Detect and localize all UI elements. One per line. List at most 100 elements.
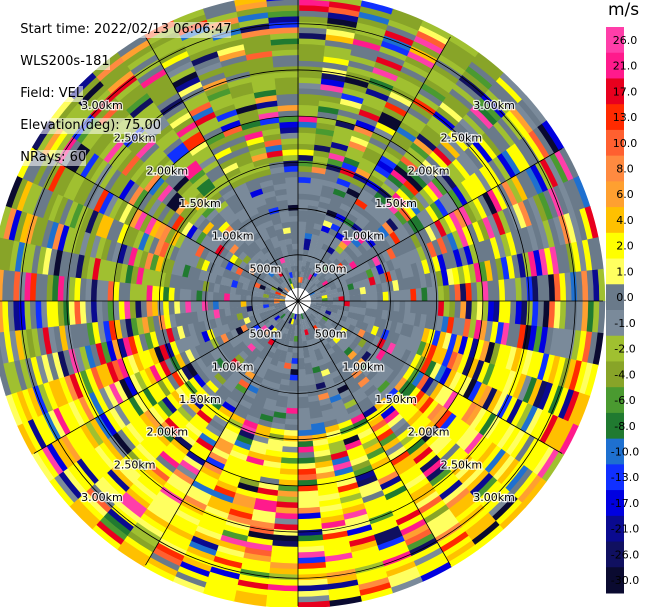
range-gate — [266, 0, 285, 2]
range-gate — [375, 263, 385, 276]
range-gate — [432, 110, 457, 132]
range-gate — [321, 294, 328, 299]
range-gate — [90, 278, 98, 301]
range-gate — [247, 530, 274, 541]
range-gate — [243, 546, 272, 557]
range-gate — [345, 403, 361, 415]
range-gate — [492, 80, 519, 108]
range-gate — [62, 467, 87, 496]
range-gate — [229, 218, 242, 230]
range-gate — [324, 214, 336, 224]
range-gate — [156, 204, 172, 223]
range-gate — [282, 149, 299, 156]
range-gate — [297, 473, 317, 481]
range-gate — [58, 250, 69, 277]
range-gate — [308, 405, 322, 414]
range-gate — [64, 431, 86, 459]
range-gate — [268, 21, 300, 29]
range-gate — [500, 426, 521, 454]
range-gate — [307, 308, 314, 314]
range-gate — [332, 374, 344, 385]
range-gate — [315, 322, 322, 330]
range-gate — [276, 251, 284, 259]
range-gate — [340, 279, 348, 287]
range-gate — [366, 141, 386, 156]
range-gate — [419, 128, 442, 148]
instrument-name: WLS200s-181 — [20, 54, 110, 70]
range-gate — [410, 542, 441, 562]
range-gate — [429, 222, 443, 240]
colorbar-swatch — [606, 438, 624, 465]
range-gate — [503, 278, 511, 302]
range-gate — [537, 191, 554, 221]
range-gate — [233, 257, 243, 267]
range-gate — [32, 415, 52, 447]
range-gate — [431, 517, 460, 539]
range-gate — [245, 455, 265, 466]
range-gate — [424, 379, 440, 398]
range-gate — [146, 384, 162, 404]
range-gate — [228, 81, 254, 94]
range-gate — [47, 325, 58, 354]
range-gate — [303, 351, 310, 359]
range-gate — [319, 288, 327, 294]
range-gate — [573, 361, 588, 394]
range-gate — [552, 216, 567, 247]
range-gate — [354, 301, 362, 308]
range-gate — [393, 81, 420, 99]
range-gate — [325, 568, 357, 580]
range-gate — [285, 407, 298, 415]
range-gate — [79, 423, 100, 450]
range-gate — [280, 132, 299, 140]
range-gate — [134, 283, 142, 301]
range-gate — [387, 391, 403, 407]
range-gate — [306, 384, 317, 392]
range-gate — [509, 278, 517, 302]
range-gate — [297, 380, 307, 387]
range-gate — [404, 289, 412, 302]
range-gate — [1, 268, 10, 301]
range-gate — [224, 250, 234, 262]
range-gate — [170, 370, 185, 388]
range-gate — [274, 506, 298, 514]
range-gate — [301, 260, 307, 267]
range-gate — [323, 174, 339, 184]
range-gate — [402, 221, 416, 237]
range-gate — [273, 65, 299, 74]
range-gate — [254, 236, 265, 246]
range-gate — [296, 551, 325, 559]
range-gate — [298, 10, 330, 19]
range-gate — [306, 216, 317, 224]
range-gate — [255, 249, 265, 259]
range-gate — [313, 308, 321, 314]
range-gate — [282, 367, 291, 375]
range-gate — [1, 299, 10, 332]
range-gate — [69, 202, 84, 229]
range-gate — [387, 446, 407, 462]
range-gate — [343, 301, 351, 307]
range-gate — [276, 490, 298, 498]
range-gate — [278, 384, 290, 392]
range-gate — [330, 398, 345, 409]
range-gate — [93, 414, 113, 440]
range-gate — [137, 231, 150, 251]
range-gate — [81, 490, 108, 517]
range-gate — [101, 279, 109, 301]
range-gate — [257, 173, 273, 184]
range-gate — [332, 217, 344, 228]
colorbar-swatch — [606, 52, 624, 79]
range-gate — [426, 73, 454, 94]
range-gate — [331, 343, 341, 353]
range-gate — [597, 268, 606, 303]
range-gate — [392, 279, 400, 292]
range-gate — [277, 270, 284, 278]
range-gate — [209, 92, 234, 107]
range-gate — [491, 421, 512, 447]
range-gate — [402, 406, 420, 423]
range-gate — [390, 135, 411, 152]
range-gate — [337, 291, 345, 297]
range-gate — [277, 263, 284, 271]
range-gate — [326, 304, 334, 309]
range-gate — [120, 425, 141, 448]
range-gate — [233, 439, 252, 451]
